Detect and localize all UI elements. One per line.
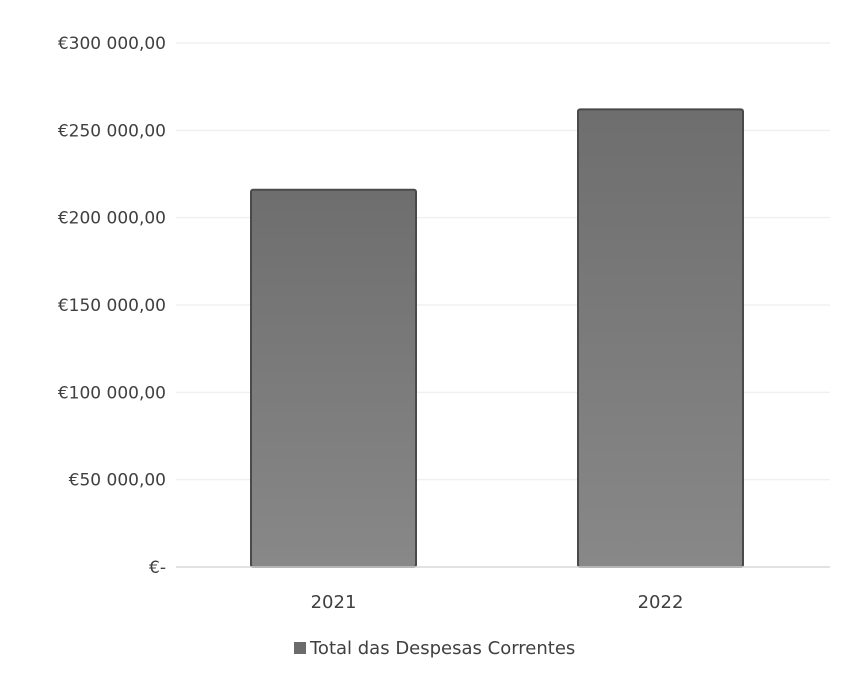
y-tick-label: €250 000,00 [58,121,166,141]
bars [250,108,744,569]
x-tick-label: 2022 [638,592,684,613]
y-tick-label: €150 000,00 [58,296,166,316]
legend-marker [294,642,306,654]
bar-2021 [250,188,417,568]
bar-2022 [577,108,744,569]
x-axis-tick-labels: 2021 2022 [311,592,684,613]
y-tick-label: €50 000,00 [69,471,166,491]
x-tick-label: 2021 [311,592,357,613]
y-tick-label: €100 000,00 [58,383,166,403]
y-tick-label: €200 000,00 [58,209,166,229]
legend: Total das Despesas Correntes [294,638,575,659]
y-tick-label: €300 000,00 [58,34,166,54]
y-tick-label: €- [149,558,166,578]
legend-label: Total das Despesas Correntes [309,638,575,659]
y-axis-tick-labels: €- €50 000,00 €100 000,00 €150 000,00 €200 0… [58,34,166,578]
